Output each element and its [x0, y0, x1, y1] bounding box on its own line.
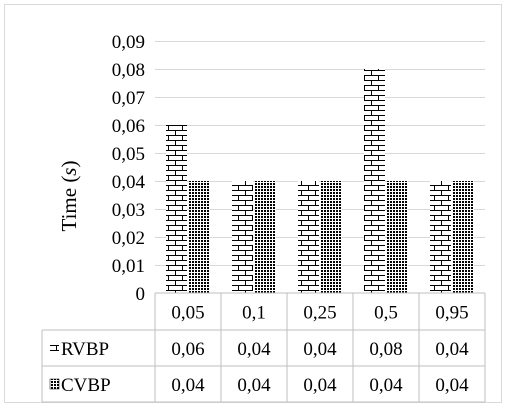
- bar-rvbp-3: [364, 69, 385, 293]
- y-axis-label-unit: s: [57, 167, 81, 175]
- bars: [166, 69, 474, 293]
- x-tick-label: 0,1: [242, 303, 266, 324]
- data-label-rvbp: 0,04: [237, 339, 271, 360]
- y-tick-label: 0,03: [112, 200, 145, 221]
- legend-key-cvbp: [49, 378, 60, 390]
- legend-label-rvbp: RVBP: [61, 339, 109, 360]
- data-label-cvbp: 0,04: [303, 375, 337, 396]
- x-tick-label: 0,05: [171, 303, 204, 324]
- bar-rvbp-0: [166, 125, 187, 293]
- data-label-cvbp: 0,04: [435, 375, 469, 396]
- y-axis-label-main: Time (: [57, 176, 81, 232]
- bar-rvbp-2: [298, 181, 319, 293]
- y-tick-label: 0,05: [112, 144, 145, 165]
- bar-rvbp-1: [232, 181, 253, 293]
- y-axis-label: Time (s): [57, 160, 81, 231]
- data-label-rvbp: 0,04: [303, 339, 337, 360]
- legend-label-cvbp: CVBP: [61, 375, 111, 396]
- y-tick-label: 0,08: [112, 60, 145, 81]
- data-label-rvbp: 0,06: [171, 339, 204, 360]
- bar-rvbp-4: [430, 181, 451, 293]
- y-tick-label: 0,02: [112, 228, 145, 249]
- y-axis-tick-labels: 0 0,01 0,02 0,03 0,04 0,05 0,06 0,07 0,08 0,09: [112, 32, 146, 305]
- data-label-rvbp: 0,08: [369, 339, 402, 360]
- bar-cvbp-4: [453, 181, 474, 293]
- bar-cvbp-0: [189, 181, 210, 293]
- y-tick-label: 0,01: [112, 256, 145, 277]
- data-label-rvbp: 0,04: [435, 339, 469, 360]
- data-table: 0,05 0,1 0,25 0,5 0,95 RVBP 0,06 0,04 0,04 0,08 0,…: [41, 292, 486, 403]
- x-tick-label: 0,95: [435, 303, 468, 324]
- y-axis-label-close: ): [57, 160, 81, 167]
- data-label-cvbp: 0,04: [237, 375, 271, 396]
- y-tick-label: 0,04: [112, 172, 146, 193]
- bar-cvbp-3: [387, 181, 408, 293]
- bar-cvbp-1: [255, 181, 276, 293]
- data-label-cvbp: 0,04: [171, 375, 205, 396]
- x-tick-label: 0,5: [374, 303, 398, 324]
- data-label-cvbp: 0,04: [369, 375, 403, 396]
- y-tick-label: 0,09: [112, 32, 145, 53]
- bar-cvbp-2: [321, 181, 342, 293]
- legend-key-rvbp: [50, 343, 59, 353]
- x-tick-label: 0,25: [303, 303, 336, 324]
- y-tick-label: 0,07: [112, 88, 145, 109]
- y-tick-label: 0: [136, 284, 146, 305]
- y-tick-label: 0,06: [112, 116, 145, 137]
